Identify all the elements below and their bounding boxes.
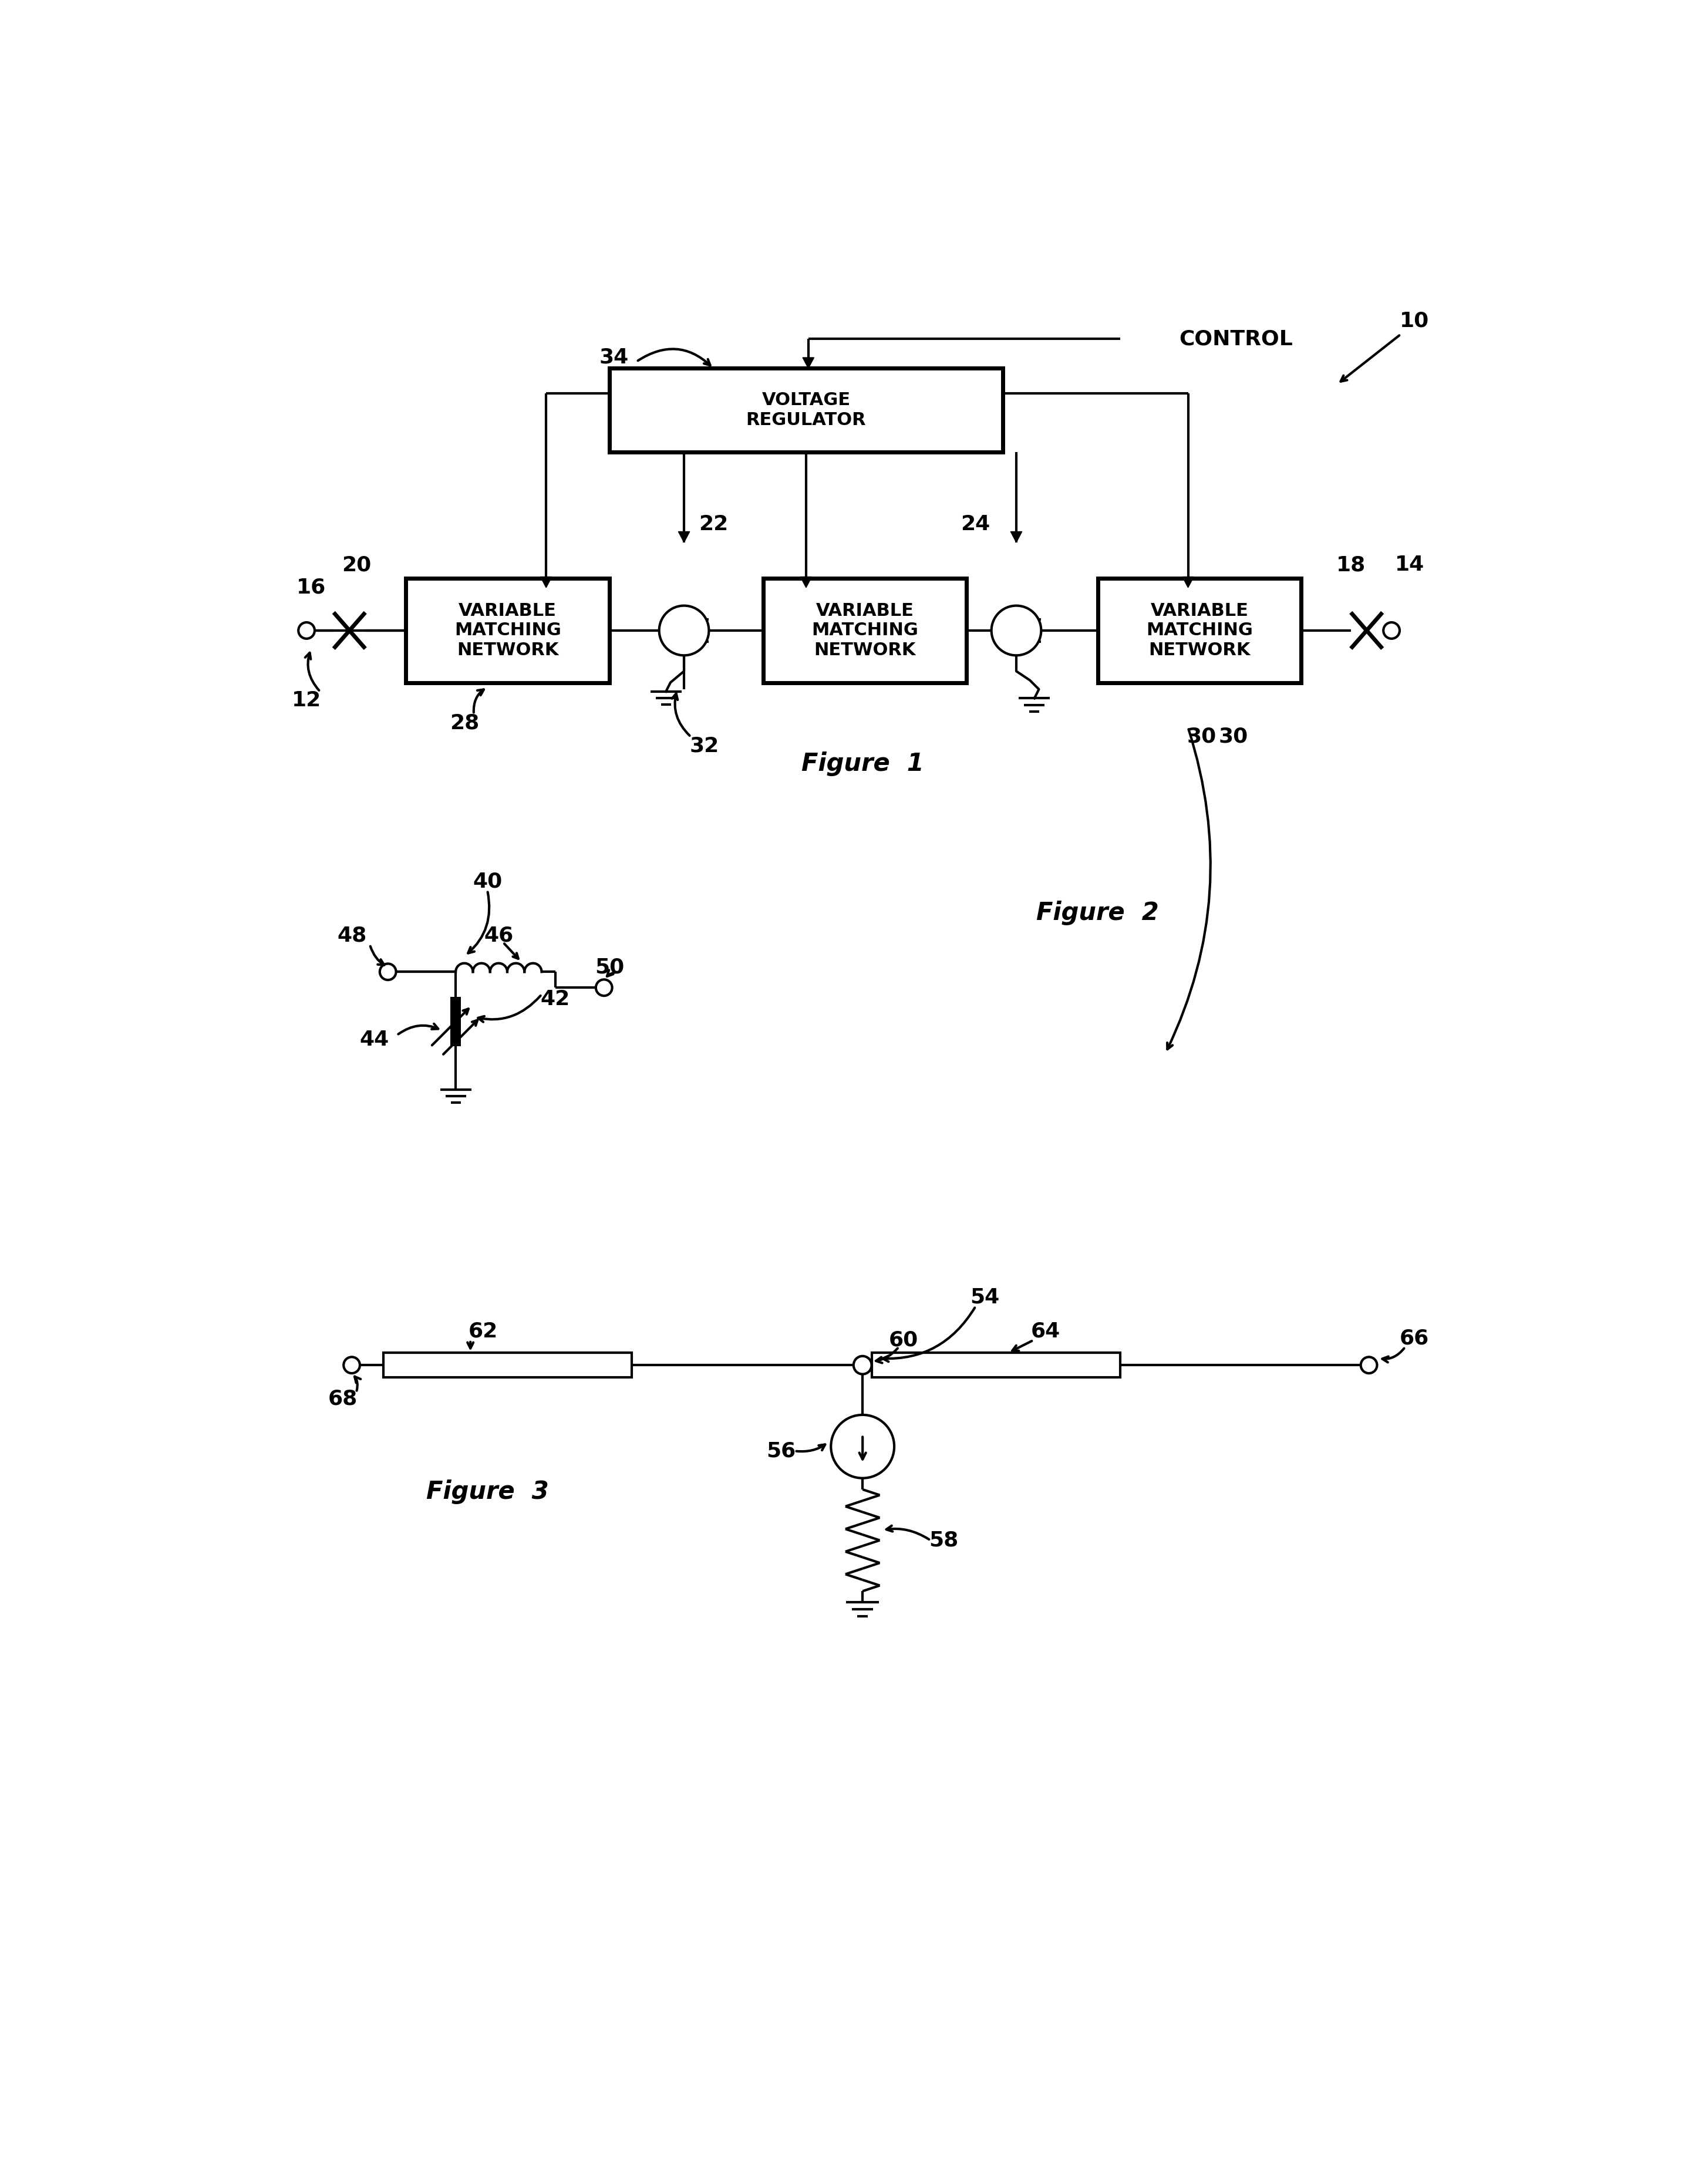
Text: 54: 54 [970, 1286, 1000, 1308]
Polygon shape [541, 577, 553, 587]
Circle shape [1361, 1356, 1376, 1374]
Bar [871, 1352, 1120, 1378]
Text: Figure  2: Figure 2 [1036, 900, 1159, 926]
Text: 20: 20 [341, 555, 371, 574]
Bar [610, 369, 1003, 452]
Text: 14: 14 [1395, 555, 1424, 574]
Circle shape [298, 622, 315, 638]
Text: 28: 28 [449, 714, 480, 734]
Circle shape [380, 963, 397, 981]
Bar [383, 1352, 632, 1378]
Circle shape [854, 1356, 871, 1374]
Circle shape [659, 605, 709, 655]
Circle shape [1383, 622, 1400, 638]
Circle shape [992, 605, 1041, 655]
Text: VARIABLE
MATCHING
NETWORK: VARIABLE MATCHING NETWORK [454, 603, 561, 660]
Text: Figure  3: Figure 3 [425, 1479, 549, 1505]
Text: 58: 58 [929, 1531, 959, 1551]
Text: 32: 32 [690, 736, 719, 756]
Text: VOLTAGE
REGULATOR: VOLTAGE REGULATOR [746, 391, 866, 428]
Text: 18: 18 [1336, 555, 1366, 574]
Bar [451, 996, 461, 1046]
Text: 34: 34 [600, 347, 629, 367]
Text: 16: 16 [297, 577, 325, 598]
Text: 60: 60 [888, 1330, 919, 1350]
Text: 44: 44 [359, 1029, 390, 1051]
Text: 42: 42 [541, 989, 570, 1009]
Text: 30: 30 [1219, 727, 1248, 747]
Text: 12: 12 [292, 690, 322, 710]
Text: 62: 62 [468, 1321, 498, 1341]
Text: 50: 50 [595, 957, 624, 976]
Text: 30: 30 [1186, 727, 1217, 747]
Text: 66: 66 [1400, 1328, 1429, 1348]
Text: 64: 64 [1031, 1321, 1061, 1341]
Polygon shape [1183, 577, 1193, 587]
Polygon shape [1010, 531, 1022, 542]
Text: VARIABLE
MATCHING
NETWORK: VARIABLE MATCHING NETWORK [812, 603, 919, 660]
Text: 10: 10 [1400, 310, 1429, 330]
Text: CONTROL: CONTROL [1180, 330, 1293, 349]
Text: 24: 24 [961, 513, 990, 535]
Text: 40: 40 [473, 871, 502, 891]
Circle shape [831, 1415, 895, 1479]
Text: 48: 48 [337, 926, 366, 946]
Polygon shape [803, 358, 814, 369]
Bar [763, 579, 966, 684]
Text: 68: 68 [327, 1389, 358, 1409]
Text: 46: 46 [483, 926, 514, 946]
Polygon shape [800, 577, 812, 587]
Circle shape [344, 1356, 359, 1374]
Bar [407, 579, 610, 684]
Text: 56: 56 [766, 1441, 797, 1461]
Circle shape [597, 978, 612, 996]
Text: Figure  1: Figure 1 [802, 751, 924, 775]
Text: 22: 22 [698, 513, 729, 535]
Text: VARIABLE
MATCHING
NETWORK: VARIABLE MATCHING NETWORK [1146, 603, 1253, 660]
Polygon shape [678, 531, 690, 542]
Bar [1098, 579, 1302, 684]
